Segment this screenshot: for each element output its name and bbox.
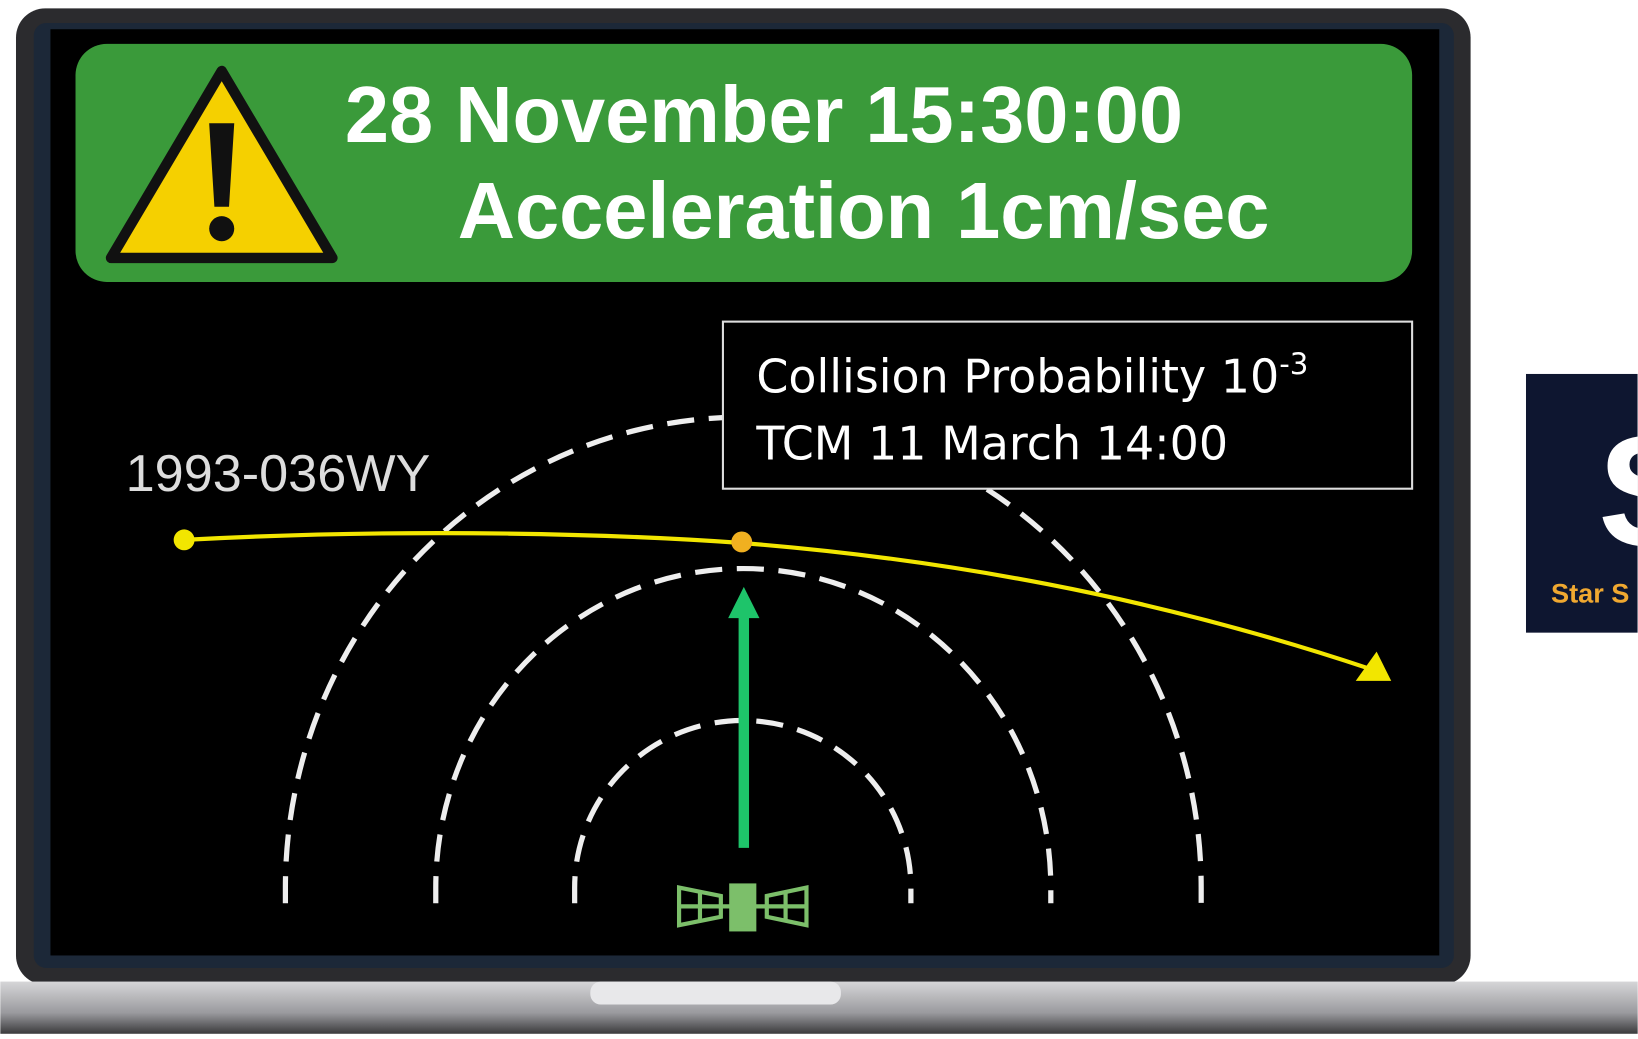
page: 28 November 15:30:00 Acceleration 1cm/se… <box>0 0 1638 1039</box>
warning-dot <box>209 216 234 241</box>
logo-letter: S <box>1598 404 1638 579</box>
banner-date: 28 November 15:30:00 <box>345 70 1183 159</box>
logo: S Star S <box>1526 374 1638 633</box>
closest-approach <box>731 532 752 553</box>
tcm-time: TCM 11 March 14:00 <box>755 416 1228 470</box>
banner-acceleration: Acceleration 1cm/sec <box>458 166 1270 255</box>
logo-text: Star S <box>1551 578 1629 609</box>
object-start <box>174 529 195 550</box>
base-notch <box>590 982 841 1005</box>
object-label: 1993-036WY <box>126 445 431 503</box>
collision-probability: Collision Probability 10-3 <box>756 347 1308 404</box>
probability-exponent: -3 <box>1279 347 1308 381</box>
probability-text: Collision Probability 10 <box>756 350 1279 404</box>
satellite-icon <box>679 885 806 929</box>
